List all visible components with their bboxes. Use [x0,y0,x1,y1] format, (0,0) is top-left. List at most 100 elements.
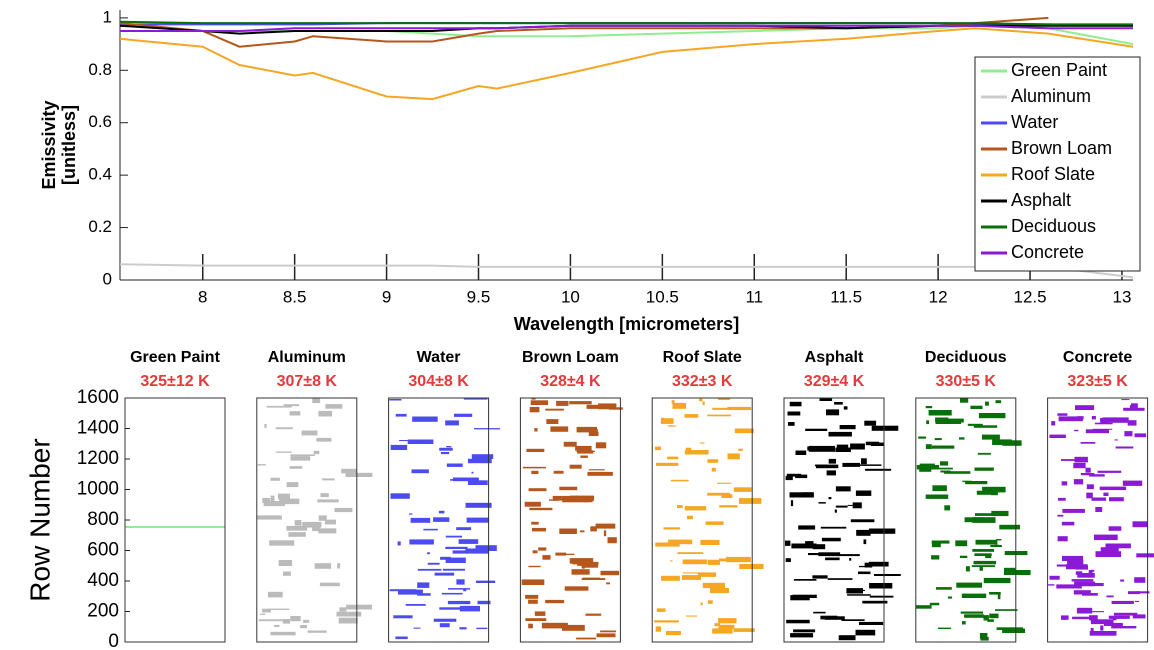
texture [684,450,709,455]
texture [972,549,994,552]
texture [856,529,871,536]
texture [707,459,719,463]
texture [837,554,860,557]
texture [1061,459,1079,461]
texture [1103,492,1109,496]
x-axis-label: Wavelength [micrometers] [514,314,739,334]
texture [1100,625,1104,631]
texture [587,471,613,476]
texture [1080,442,1096,444]
texture [940,461,949,466]
texture [934,438,942,441]
texture [726,556,751,563]
texture [1075,571,1083,575]
texture [789,492,814,498]
texture [868,561,889,567]
texture [324,519,336,525]
texture [521,579,545,585]
texture [452,550,468,554]
texture [931,445,955,449]
texture [798,525,816,530]
texture [345,472,373,477]
texture [283,404,300,407]
texture [475,545,497,551]
texture [266,608,290,610]
texture [1089,631,1117,636]
texture [793,579,817,581]
y-axis-label: Row Number [24,438,55,601]
texture [556,553,575,555]
texture [600,570,620,576]
texture [733,487,752,492]
legend-box [974,56,1141,272]
texture [303,619,310,623]
legend-label: Roof Slate [1011,164,1095,184]
texture [529,507,553,511]
texture [862,600,888,604]
texture [705,521,724,525]
texture [531,521,539,525]
texture [257,515,282,520]
texture [1094,534,1118,541]
panel-subtitle: 323±5 K [1067,373,1128,390]
texture [960,398,969,403]
texture [427,552,430,555]
texture [314,563,332,569]
texture [1074,429,1079,432]
texture [1086,492,1093,499]
texture [456,579,465,585]
texture [433,618,457,622]
texture [439,607,464,610]
y-tick-label: 1200 [77,448,119,469]
texture [434,572,455,576]
texture [1134,600,1140,602]
texture [655,626,661,632]
texture [556,400,569,406]
texture [850,443,865,450]
texture [1134,577,1146,583]
texture [687,515,693,520]
texture [338,617,358,624]
texture [980,636,989,641]
texture [841,619,865,621]
texture [990,545,1002,547]
texture [671,400,675,404]
panel-title: Aluminum [268,349,346,366]
texture [581,562,599,568]
texture [712,628,733,634]
texture [870,442,884,446]
texture [275,451,292,453]
texture [738,448,743,451]
panel-subtitle: 330±5 K [936,373,997,390]
series-line [119,20,1133,26]
texture [816,464,839,469]
texture [959,555,968,558]
texture [532,550,538,554]
texture [982,486,1006,493]
texture [667,425,676,427]
texture [983,615,989,621]
texture [258,619,284,622]
panel-subtitle: 329±4 K [804,373,865,390]
texture [607,537,617,544]
texture [588,469,605,471]
texture [465,548,489,554]
y-tick-label: 0 [103,269,112,288]
texture [534,428,538,432]
texture [996,627,1024,630]
texture [600,630,617,633]
texture [595,442,607,449]
texture [528,599,538,604]
texture [1127,420,1137,426]
legend-label: Aluminum [1011,86,1091,106]
texture [125,526,225,528]
texture [317,499,339,503]
texture [1057,514,1064,517]
texture [874,574,901,576]
texture [525,594,539,599]
texture [981,434,1000,440]
texture [719,505,738,508]
texture [847,504,856,506]
texture [820,526,847,529]
texture [608,407,623,410]
